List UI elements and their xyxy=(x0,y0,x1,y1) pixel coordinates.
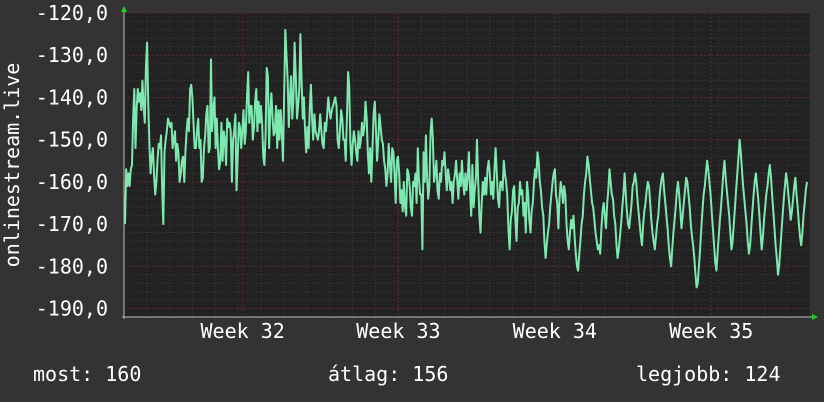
y-tick-label: -180,0 xyxy=(36,254,108,278)
x-tick-label: Week 33 xyxy=(356,319,440,343)
x-axis-arrow xyxy=(812,314,818,320)
stat-current: most: 160 xyxy=(33,362,142,386)
y-tick-label: -130,0 xyxy=(36,43,108,67)
x-tick-label: Week 32 xyxy=(201,319,285,343)
y-tick-labels: -120,0 -130,0 -140,0 -150,0 -160,0 -170,0 -180… xyxy=(36,1,108,321)
y-axis-arrow xyxy=(121,6,127,12)
y-tick-label: -120,0 xyxy=(36,1,108,25)
axes xyxy=(121,6,818,320)
y-axis-label: onlinestream.live xyxy=(0,63,24,268)
y-tick-label: -150,0 xyxy=(36,128,108,152)
x-tick-label: Week 34 xyxy=(513,319,597,343)
y-tick-label: -190,0 xyxy=(36,297,108,321)
y-tick-label: -170,0 xyxy=(36,212,108,236)
stat-average: átlag: 156 xyxy=(328,362,449,386)
x-tick-labels: Week 32 Week 33 Week 34 Week 35 xyxy=(201,319,754,343)
stat-max: legjobb: 124 xyxy=(636,362,781,386)
y-tick-label: -140,0 xyxy=(36,85,108,109)
x-tick-label: Week 35 xyxy=(669,319,753,343)
y-tick-label: -160,0 xyxy=(36,170,108,194)
series-line xyxy=(124,28,808,289)
